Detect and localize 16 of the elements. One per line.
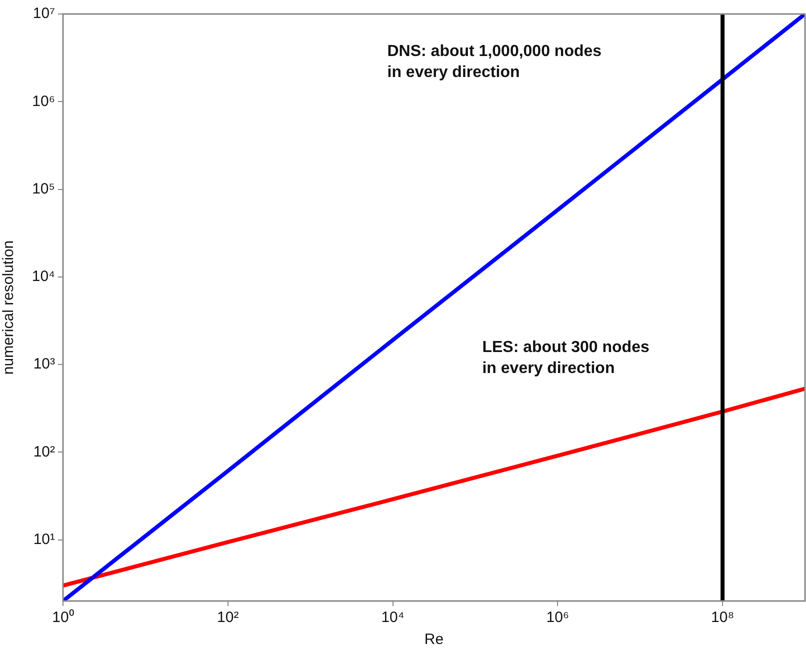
y-tick-label: 10³ (33, 356, 55, 373)
y-tick-label: 10² (33, 443, 55, 460)
y-tick-label: 10⁶ (32, 92, 55, 110)
annotation: LES: about 300 nodes in every direction (482, 339, 650, 378)
y-tick-label: 10¹ (33, 530, 55, 548)
annotation: DNS: about 1,000,000 nodes in every direction (387, 42, 602, 81)
x-tick-label: 10⁰ (52, 609, 74, 626)
x-tick-label: 10⁶ (546, 609, 570, 626)
y-tick-label: 10⁵ (32, 180, 55, 198)
x-tick-label: 10² (217, 609, 239, 626)
y-axis-title: numerical resolution (0, 240, 18, 375)
y-tick-label: 10⁷ (32, 5, 55, 22)
y-tick-label: 10⁴ (32, 268, 55, 286)
x-axis-title: Re (424, 631, 444, 648)
x-tick-label: 10⁴ (381, 609, 404, 626)
x-tick-label: 10⁸ (711, 609, 734, 626)
